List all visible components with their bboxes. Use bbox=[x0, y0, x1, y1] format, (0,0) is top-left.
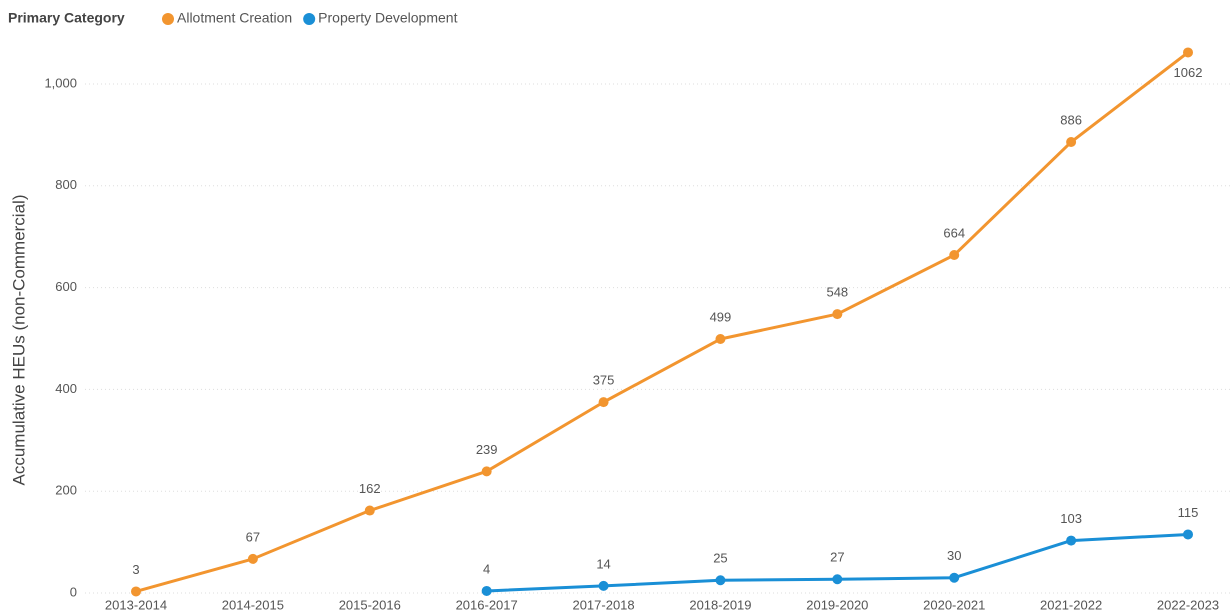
x-tick-label: 2019-2020 bbox=[806, 597, 868, 612]
data-point bbox=[481, 585, 492, 596]
data-point bbox=[481, 466, 492, 477]
data-point bbox=[598, 397, 609, 408]
data-point bbox=[715, 334, 726, 345]
data-point bbox=[1066, 535, 1077, 546]
data-label: 886 bbox=[1060, 112, 1082, 127]
legend-marker bbox=[303, 13, 316, 25]
x-tick-label: 2014-2015 bbox=[222, 597, 284, 612]
x-tick-label: 2017-2018 bbox=[572, 597, 634, 612]
data-label: 162 bbox=[359, 481, 381, 496]
data-point bbox=[1066, 137, 1077, 148]
x-tick-label: 2022-2023 bbox=[1157, 597, 1219, 612]
data-point bbox=[598, 580, 609, 591]
y-axis-title: Accumulative HEUs (non-Commercial) bbox=[9, 195, 28, 486]
y-tick-label: 800 bbox=[55, 177, 77, 192]
data-point bbox=[715, 575, 726, 586]
x-tick-label: 2016-2017 bbox=[456, 597, 518, 612]
data-label: 103 bbox=[1060, 511, 1082, 526]
data-point bbox=[1183, 529, 1193, 540]
y-tick-label: 600 bbox=[55, 279, 77, 294]
data-label: 4 bbox=[483, 561, 490, 576]
data-label: 375 bbox=[593, 373, 615, 388]
data-point bbox=[131, 586, 141, 597]
x-tick-label: 2013-2014 bbox=[105, 597, 167, 612]
legend-label: Property Development bbox=[318, 10, 457, 26]
legend-title: Primary Category bbox=[8, 10, 125, 26]
data-point bbox=[949, 250, 960, 261]
legend-marker bbox=[162, 13, 174, 25]
series-line bbox=[135, 51, 1189, 593]
data-label: 14 bbox=[596, 556, 610, 571]
legend-label: Allotment Creation bbox=[177, 10, 292, 26]
data-label: 239 bbox=[476, 442, 498, 457]
x-tick-label: 2015-2016 bbox=[339, 597, 401, 612]
x-tick-label: 2020-2021 bbox=[923, 597, 985, 612]
data-label: 664 bbox=[943, 225, 965, 240]
y-tick-label: 400 bbox=[55, 381, 77, 396]
data-label: 548 bbox=[826, 285, 848, 300]
data-label: 499 bbox=[710, 309, 732, 324]
data-point bbox=[247, 553, 258, 564]
data-point bbox=[832, 309, 843, 320]
data-label: 67 bbox=[246, 529, 260, 544]
y-tick-label: 200 bbox=[55, 483, 77, 498]
data-point bbox=[1183, 47, 1193, 58]
data-label: 30 bbox=[947, 548, 961, 563]
data-label: 27 bbox=[830, 550, 844, 565]
data-point bbox=[832, 574, 843, 585]
data-label: 1062 bbox=[1174, 65, 1203, 80]
data-label: 25 bbox=[713, 551, 727, 566]
data-point bbox=[364, 505, 375, 516]
data-point bbox=[949, 572, 960, 583]
data-label: 115 bbox=[1178, 505, 1199, 520]
x-tick-label: 2021-2022 bbox=[1040, 597, 1102, 612]
data-label: 3 bbox=[132, 562, 139, 577]
x-tick-label: 2018-2019 bbox=[689, 597, 751, 612]
y-tick-label: 1,000 bbox=[44, 75, 77, 90]
y-tick-label: 0 bbox=[70, 584, 77, 599]
